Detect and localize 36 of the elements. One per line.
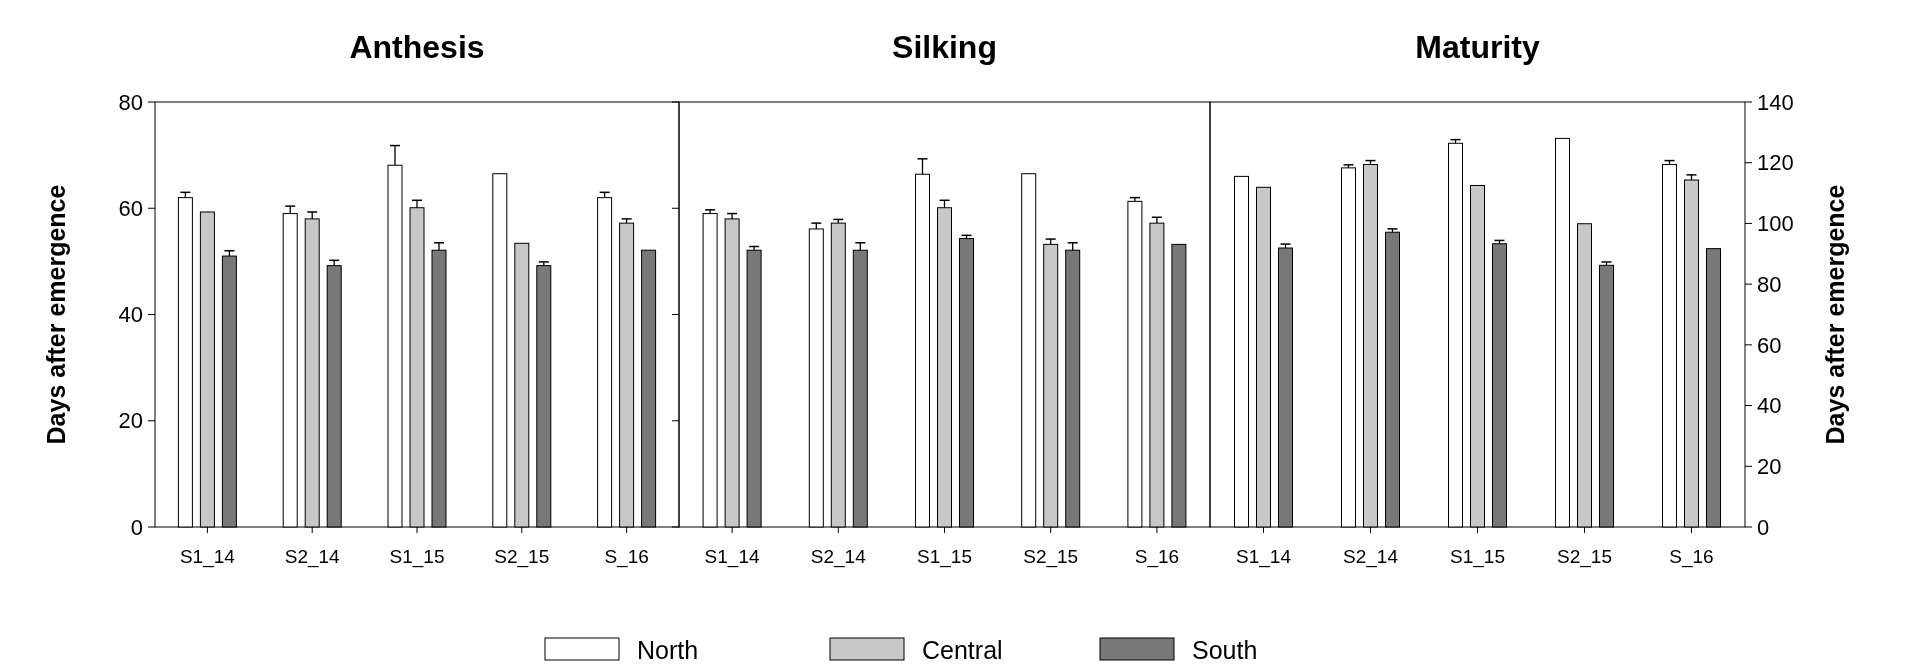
- y2-tick-label: 100: [1757, 211, 1794, 237]
- x-tick-label: S2_14: [284, 546, 341, 568]
- x-tick-label: S_16: [1134, 546, 1180, 568]
- y2-tick-label: 120: [1757, 150, 1794, 176]
- x-tick-label: S1_15: [1450, 546, 1505, 568]
- legend-label: Central: [922, 635, 1003, 664]
- y2-tick-label: 80: [1757, 271, 1782, 297]
- y2-tick-label: 60: [1757, 332, 1782, 358]
- chart-title: Silking: [892, 29, 997, 65]
- x-tick-label: S1_15: [389, 546, 445, 568]
- x-tick-label: S2_14: [810, 546, 867, 568]
- y-tick-label: 60: [118, 195, 143, 221]
- x-tick-label: S1_15: [917, 546, 972, 568]
- x-tick-label: S1_14: [1236, 546, 1292, 568]
- y-tick-label: 80: [118, 89, 143, 115]
- x-tick-label: S2_15: [1557, 546, 1612, 568]
- chart-title: Maturity: [1415, 29, 1540, 65]
- x-tick-label: S_16: [604, 546, 649, 568]
- y2-axis-title: Days after emergence: [1820, 184, 1849, 445]
- x-tick-label: S_16: [1669, 546, 1714, 568]
- chart-title: Anthesis: [349, 29, 485, 65]
- x-tick-label: S1_14: [179, 546, 236, 568]
- x-tick-label: S2_15: [494, 546, 550, 568]
- y-tick-label: 20: [118, 408, 143, 434]
- x-tick-label: S1_14: [704, 546, 760, 568]
- y-axis-title: Days after emergence: [42, 184, 70, 445]
- y-tick-label: 40: [118, 302, 143, 328]
- y2-tick-label: 140: [1757, 89, 1794, 115]
- x-tick-label: S2_15: [1023, 546, 1079, 568]
- y-tick-label: 0: [130, 514, 143, 540]
- y2-tick-label: 20: [1757, 453, 1782, 479]
- x-tick-label: S2_14: [1343, 546, 1399, 568]
- legend-label: North: [637, 635, 699, 664]
- legend-label: South: [1192, 635, 1258, 664]
- y2-tick-label: 40: [1757, 393, 1782, 419]
- y2-tick-label: 0: [1757, 514, 1770, 540]
